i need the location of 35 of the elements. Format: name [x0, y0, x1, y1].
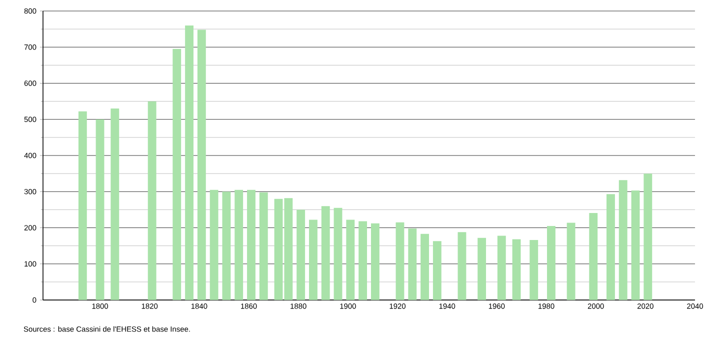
bar	[478, 238, 486, 300]
bar	[110, 108, 120, 300]
bar	[589, 212, 598, 300]
bar	[148, 101, 156, 300]
bar	[408, 228, 417, 300]
bar	[234, 190, 244, 300]
bar	[512, 239, 521, 300]
bar	[96, 119, 104, 300]
bar	[631, 190, 640, 300]
bar	[458, 232, 466, 300]
bar	[396, 222, 404, 300]
bar	[78, 111, 87, 300]
bar	[210, 190, 218, 300]
bar	[259, 192, 268, 300]
bar	[420, 234, 429, 300]
bar	[370, 223, 380, 300]
bar	[321, 206, 330, 300]
bar	[530, 240, 538, 300]
bar	[309, 220, 318, 300]
bar	[222, 192, 231, 300]
bar	[606, 194, 615, 300]
bar	[432, 241, 442, 300]
bar	[247, 190, 256, 300]
bar	[172, 48, 182, 300]
bar	[547, 226, 556, 300]
bar	[185, 25, 194, 300]
bar	[566, 222, 576, 300]
bar	[497, 236, 506, 300]
bar	[644, 174, 652, 300]
bar	[197, 30, 206, 300]
bar	[334, 208, 342, 300]
bar	[358, 221, 368, 300]
bar	[346, 220, 355, 300]
bar	[618, 180, 628, 300]
bar	[296, 210, 306, 300]
